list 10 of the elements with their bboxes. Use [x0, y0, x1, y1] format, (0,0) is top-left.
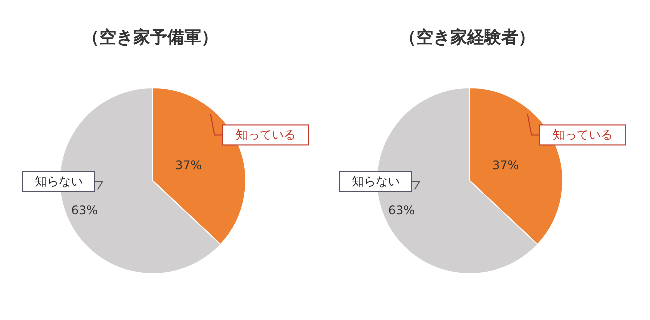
chart-title: （空き家予備軍） [82, 27, 220, 49]
slice-label: 知っている [236, 128, 296, 142]
slice-label: 知っている [552, 128, 613, 142]
chart-title: （空き家経験者） [398, 27, 536, 49]
slice-label: 知らない [352, 174, 400, 189]
data-label: 63% [71, 204, 98, 218]
data-label: 37% [176, 158, 202, 172]
data-label: 37% [492, 158, 520, 172]
slice-label: 知らない [34, 174, 83, 189]
data-label: 63% [388, 204, 416, 218]
